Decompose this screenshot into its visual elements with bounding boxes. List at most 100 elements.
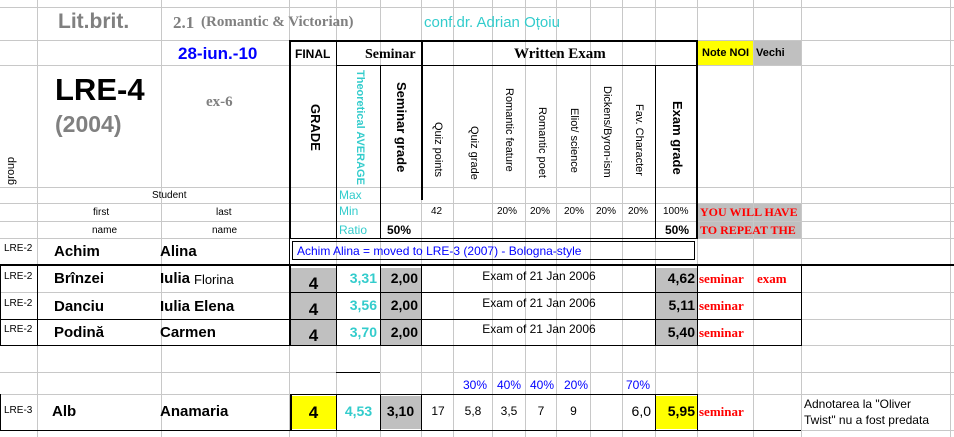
row-final-grade: 4: [308, 403, 319, 422]
row-group: LRE-2: [4, 271, 33, 282]
row-group: LRE-2: [4, 324, 33, 335]
seminar-grade-header: Seminar grade: [394, 82, 409, 173]
row-last-name: Iulia Elena: [160, 298, 235, 315]
weight-romantic-poet: 40%: [530, 378, 555, 392]
group-year: (2004): [55, 111, 122, 137]
ratio-exam: 50%: [665, 223, 690, 237]
weight-eliot-science: 20%: [564, 378, 589, 392]
ratio-seminar: 50%: [387, 223, 412, 237]
quiz-points-header: Quiz points: [432, 122, 444, 178]
row-fav-character: 6,0: [631, 403, 651, 419]
eliot-science-header: Eliot/ science: [568, 108, 580, 173]
row-last-name: Iulia: [160, 270, 191, 287]
row-last-name-extra: Florina: [194, 272, 234, 287]
weight-fav-character: 70%: [626, 378, 651, 392]
group-code: LRE-4: [55, 72, 145, 107]
row-comment-line-2: Twist" nu a fost predata: [804, 413, 929, 427]
moved-note-box: [292, 241, 695, 260]
row-exam-grade: 5,95: [667, 403, 695, 419]
first-name-label: name: [92, 225, 118, 236]
last-exam-grade-cell-fill: [655, 396, 697, 429]
warning-line-2: TO REPEAT THE: [700, 223, 796, 237]
row-final-grade: 4: [308, 326, 319, 345]
row-exam-info: Exam of 21 Jan 2006: [482, 322, 596, 336]
row-first-name: Brînzei: [54, 270, 105, 287]
row-exam-info: Exam of 21 Jan 2006: [482, 269, 596, 283]
min-eliot-science: 20%: [564, 206, 585, 217]
romantic-feature-header: Romantic feature: [503, 88, 515, 172]
row-first-name: Danciu: [54, 298, 105, 315]
row-repeat-seminar: seminar: [699, 271, 744, 286]
row-last-name: Alina: [160, 243, 197, 260]
exam-code: ex-6: [206, 94, 233, 110]
min-romantic-feature: 20%: [497, 206, 518, 217]
max-label: Max: [339, 188, 362, 202]
exam-date: 28-iun.-10: [178, 44, 258, 63]
teacher-name: conf.dr. Adrian Oțoiu: [424, 14, 560, 31]
last-name-label: name: [212, 225, 238, 236]
weight-quiz: 30%: [463, 378, 488, 392]
row-repeat-exam: exam: [757, 271, 787, 286]
row-last-name: Anamaria: [160, 403, 229, 420]
row-repeat-seminar: seminar: [699, 298, 744, 313]
row-last-name: Carmen: [160, 324, 216, 341]
course-number: 2.1: [173, 13, 195, 32]
row-exam-info: Exam of 21 Jan 2006: [482, 296, 596, 310]
row-theoretical-average: 3,31: [349, 270, 377, 286]
row-exam-grade: 4,62: [667, 270, 695, 286]
last-grade-cell-fill: [291, 396, 336, 429]
course-subtitle: (Romantic & Victorian): [201, 14, 354, 30]
min-exam: 100%: [663, 206, 689, 217]
course-title: Lit.brit.: [58, 10, 130, 33]
row-seminar-grade: 2,00: [390, 270, 418, 286]
grade-header: GRADE: [308, 104, 323, 151]
min-fav-character: 20%: [628, 206, 649, 217]
dickens-byron-header: Dickens/Byron-ism: [601, 86, 613, 178]
row-romantic-feature: 3,5: [500, 404, 518, 418]
fav-character-header: Fav. Character: [633, 104, 645, 176]
quiz-grade-header: Quiz grade: [468, 126, 480, 180]
moved-note: Achim Alina = moved to LRE-3 (2007) - Bo…: [297, 244, 582, 258]
final-header: FINAL: [295, 47, 331, 61]
group-column-label: group: [5, 156, 17, 185]
exam-grade-cell-fill: [655, 268, 697, 345]
min-romantic-poet: 20%: [530, 206, 551, 217]
last-seminar-grade-cell-fill: [380, 396, 421, 429]
row-group: LRE-2: [4, 298, 33, 309]
row-seminar-grade: 2,00: [390, 297, 418, 313]
ratio-label: Ratio: [339, 223, 368, 237]
row-first-name: Podină: [54, 324, 105, 341]
row-quiz-grade: 5,8: [464, 404, 482, 418]
note-noi-header: Note NOI: [702, 47, 750, 59]
grade-cell-fill: [291, 268, 336, 345]
min-label: Min: [339, 204, 359, 218]
row-theoretical-average: 3,56: [349, 297, 377, 313]
written-exam-header: Written Exam: [514, 46, 606, 62]
row-repeat-seminar: seminar: [699, 325, 744, 340]
last-label: last: [216, 207, 232, 218]
row-quiz-points: 17: [431, 404, 445, 418]
seminar-grade-cell-fill: [380, 268, 421, 345]
row-seminar-grade: 2,00: [390, 324, 418, 340]
weight-romantic-feature: 40%: [497, 378, 522, 392]
romantic-poet-header: Romantic poet: [536, 107, 548, 178]
row-repeat-seminar: seminar: [699, 404, 744, 419]
row-theoretical-average: 4,53: [344, 403, 373, 419]
row-eliot-science: 9: [570, 404, 577, 418]
vechi-header: Vechi: [756, 47, 785, 59]
row-group: LRE-3: [4, 405, 33, 416]
warning-line-1: YOU WILL HAVE: [700, 205, 798, 219]
first-label: first: [93, 207, 110, 218]
student-label: Student: [152, 190, 187, 201]
theoretical-average-header: Theoretical AVERAGE: [354, 70, 366, 185]
note-noi-header-fill: [697, 40, 753, 65]
row-first-name: Alb: [52, 403, 77, 420]
row-final-grade: 4: [308, 300, 319, 319]
row-final-grade: 4: [308, 274, 319, 293]
min-dickens-byron: 20%: [596, 206, 617, 217]
row-group: LRE-2: [4, 243, 33, 254]
row-romantic-poet: 7: [537, 404, 545, 418]
row-theoretical-average: 3,70: [349, 324, 377, 340]
vechi-header-fill: [753, 40, 801, 65]
